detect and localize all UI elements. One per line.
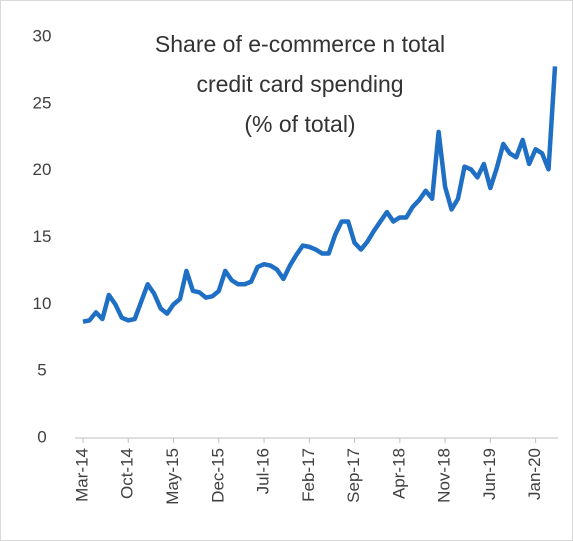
chart-title: credit card spending	[196, 71, 403, 97]
x-tick-label: Jul-16	[254, 448, 273, 494]
y-tick-label: 10	[33, 294, 52, 313]
y-tick-label: 5	[37, 361, 46, 380]
x-tick-label: Sep-17	[344, 448, 363, 503]
chart-title: (% of total)	[244, 111, 355, 137]
y-tick-label: 30	[33, 26, 52, 45]
y-tick-label: 15	[33, 227, 52, 246]
y-tick-label: 20	[33, 160, 52, 179]
x-tick-label: Mar-14	[72, 448, 91, 502]
x-tick-label: Dec-15	[208, 448, 227, 503]
y-tick-label: 0	[37, 427, 46, 446]
x-tick-label: May-15	[163, 448, 182, 505]
y-tick-label: 25	[33, 93, 52, 112]
line-series	[82, 66, 558, 324]
x-tick-label: Nov-18	[435, 448, 454, 503]
x-tick-label: Jan-20	[525, 448, 544, 500]
chart-title: Share of e-commerce n total	[155, 31, 445, 57]
x-tick-label: Oct-14	[118, 448, 137, 499]
x-tick-label: Jun-19	[480, 448, 499, 500]
x-tick-label: Feb-17	[299, 448, 318, 502]
x-tick-label: Apr-18	[389, 448, 408, 499]
